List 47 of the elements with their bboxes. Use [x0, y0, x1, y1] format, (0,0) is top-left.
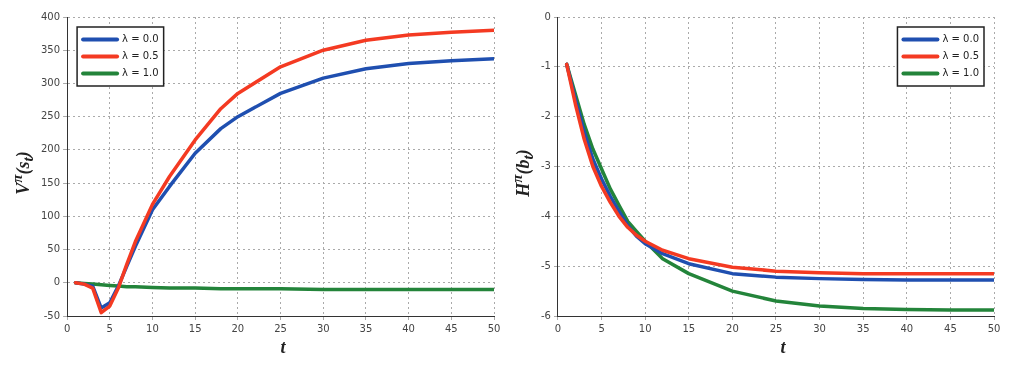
y-tick-label: -50 — [43, 309, 61, 321]
y-tick-label: 400 — [40, 10, 61, 22]
y-tick-label: -5 — [540, 259, 551, 271]
y-tick-label: -2 — [540, 110, 551, 122]
y-tick-label: -4 — [540, 209, 551, 221]
x-tick-label: 30 — [813, 322, 826, 334]
y-tick-label: -3 — [540, 160, 551, 172]
x-tick-label: 40 — [402, 322, 415, 334]
y-tick-label: -1 — [540, 60, 551, 72]
x-tick-label: 0 — [554, 322, 562, 334]
y-tick-label: 200 — [40, 143, 61, 155]
y-tick-label: 0 — [53, 276, 61, 288]
y-tick-label: 150 — [40, 176, 61, 188]
x-tick-label: 50 — [487, 322, 501, 334]
x-tick-label: 20 — [726, 322, 739, 334]
x-tick-label: 10 — [146, 322, 159, 334]
x-tick-label: 15 — [188, 322, 202, 334]
x-tick-label: 5 — [106, 322, 113, 334]
x-tick-label: 15 — [682, 322, 696, 334]
x-tick-label: 50 — [987, 322, 1001, 334]
legend-label: λ = 0.5 — [942, 50, 979, 62]
legend-label: λ = 1.0 — [122, 67, 159, 79]
x-axis-title: t — [779, 337, 787, 357]
legend-label: λ = 0.5 — [122, 50, 159, 62]
y-tick-label: 350 — [40, 43, 61, 55]
x-tick-label: 0 — [63, 322, 71, 334]
y-tick-label: 300 — [40, 77, 61, 89]
x-tick-label: 30 — [316, 322, 330, 334]
legend-label: λ = 1.0 — [942, 67, 979, 79]
x-tick-label: 10 — [638, 322, 652, 334]
legend-label: λ = 0.0 — [942, 33, 979, 45]
x-tick-label: 45 — [944, 322, 957, 334]
y-tick-label: 250 — [40, 110, 61, 122]
x-tick-label: 25 — [769, 322, 783, 334]
x-tick-label: 40 — [900, 322, 914, 334]
x-tick-label: 20 — [231, 322, 245, 334]
y-tick-label: 100 — [40, 209, 61, 221]
y-tick-label: 50 — [47, 243, 61, 255]
y-tick-label: 0 — [544, 10, 551, 22]
x-axis-title: t — [279, 337, 287, 357]
legend-label: λ = 0.0 — [122, 33, 159, 45]
y-tick-label: -6 — [540, 309, 551, 321]
x-tick-label: 35 — [856, 322, 870, 334]
x-tick-label: 25 — [274, 322, 287, 334]
x-tick-label: 35 — [359, 322, 373, 334]
x-tick-label: 45 — [444, 322, 458, 334]
x-tick-label: 5 — [598, 322, 605, 334]
